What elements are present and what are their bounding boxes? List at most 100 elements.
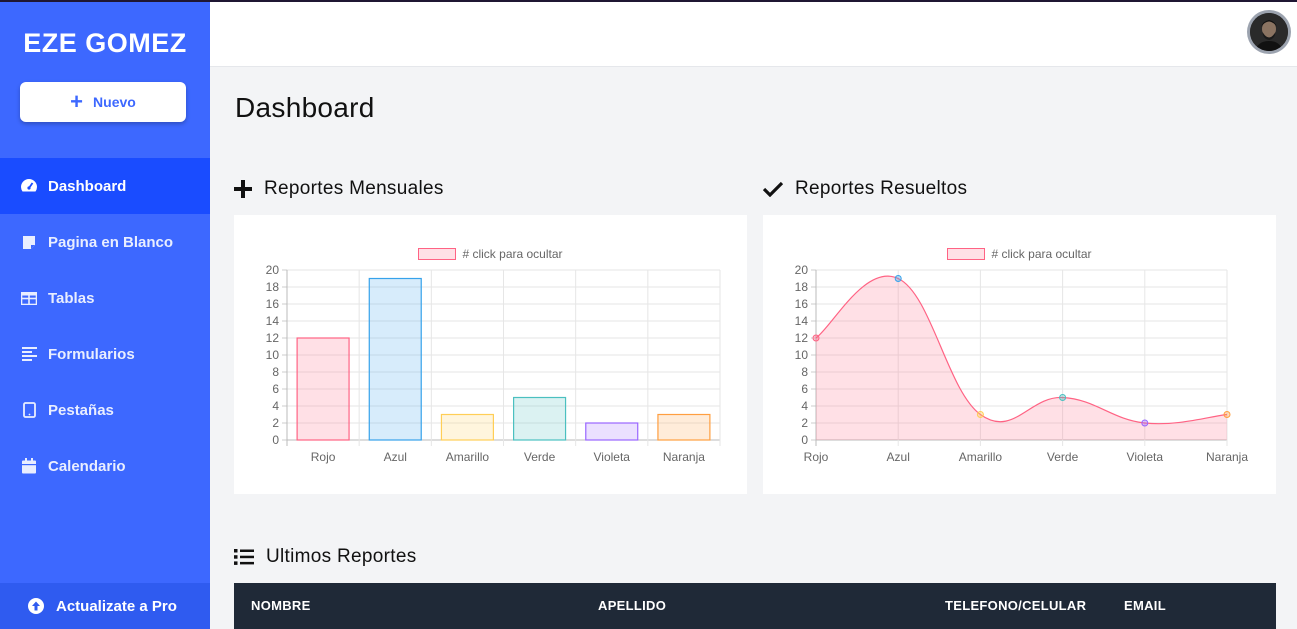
sidebar-item-dashboard[interactable]: Dashboard bbox=[0, 158, 210, 214]
new-button-label: Nuevo bbox=[93, 94, 136, 110]
y-tick-label: 20 bbox=[795, 263, 809, 277]
y-tick-label: 8 bbox=[272, 365, 279, 379]
section-title-monthly: Reportes Mensuales bbox=[234, 178, 444, 200]
x-tick-label: Violeta bbox=[594, 450, 631, 464]
table-icon bbox=[20, 290, 38, 306]
user-avatar[interactable] bbox=[1247, 10, 1291, 54]
x-tick-label: Amarillo bbox=[959, 450, 1003, 464]
bar bbox=[585, 422, 639, 441]
brand-title[interactable]: EZE GOMEZ bbox=[23, 28, 187, 58]
section-title-text: Reportes Resueltos bbox=[795, 178, 968, 199]
list-icon bbox=[234, 549, 254, 565]
y-tick-label: 18 bbox=[795, 280, 809, 294]
new-button[interactable]: + Nuevo bbox=[20, 82, 186, 122]
calendar-icon bbox=[20, 458, 38, 474]
sidebar-item-calendario[interactable]: Calendario bbox=[0, 438, 210, 494]
tachometer-icon bbox=[20, 178, 38, 194]
section-title-resolved: Reportes Resueltos bbox=[763, 178, 967, 200]
bar bbox=[440, 413, 494, 441]
y-tick-label: 6 bbox=[272, 382, 279, 396]
y-tick-label: 0 bbox=[272, 433, 279, 447]
align-left-icon bbox=[20, 346, 38, 362]
y-tick-label: 6 bbox=[801, 382, 808, 396]
x-tick-label: Naranja bbox=[663, 450, 705, 464]
page-title: Dashboard bbox=[235, 92, 375, 123]
sidebar-item-formularios[interactable]: Formularios bbox=[0, 326, 210, 382]
plus-icon bbox=[234, 180, 252, 198]
series-line bbox=[815, 275, 1228, 425]
column-header-apellido[interactable]: APELLIDO bbox=[598, 598, 667, 613]
y-tick-label: 16 bbox=[266, 297, 280, 311]
data-point bbox=[1141, 419, 1149, 427]
x-tick-label: Rojo bbox=[804, 450, 829, 464]
y-tick-label: 12 bbox=[795, 331, 809, 345]
window-top-border bbox=[0, 0, 1297, 2]
chart-legend[interactable]: # click para ocultar bbox=[763, 247, 1276, 261]
legend-swatch bbox=[947, 248, 986, 260]
sidebar: EZE GOMEZ + Nuevo Dashboard Pagina en Bl… bbox=[0, 0, 210, 629]
area-fill bbox=[816, 276, 1227, 440]
bar bbox=[368, 277, 422, 441]
y-tick-label: 0 bbox=[801, 433, 808, 447]
sidebar-item-label: Pagina en Blanco bbox=[48, 233, 174, 251]
y-tick-label: 10 bbox=[795, 348, 809, 362]
sidebar-item-pestanas[interactable]: Pestañas bbox=[0, 382, 210, 438]
upgrade-pro-link[interactable]: Actualizate a Pro bbox=[0, 583, 210, 629]
column-header-nombre[interactable]: NOMBRE bbox=[251, 598, 311, 613]
x-tick-label: Amarillo bbox=[446, 450, 490, 464]
monthly-chart-card: # click para ocultar 0 2 4 6 8 10 12 14 16 18 20 Ro… bbox=[234, 215, 747, 494]
y-tick-label: 2 bbox=[272, 416, 279, 430]
y-tick-label: 16 bbox=[795, 297, 809, 311]
x-tick-label: Naranja bbox=[1206, 450, 1248, 464]
section-title-text: Ultimos Reportes bbox=[266, 546, 417, 567]
sidebar-item-tablas[interactable]: Tablas bbox=[0, 270, 210, 326]
x-tick-label: Verde bbox=[524, 450, 556, 464]
bar-chart: 0 2 4 6 8 10 12 14 16 18 20 Rojo Azul Amarillo Verde Vi… bbox=[266, 263, 721, 464]
y-tick-label: 4 bbox=[801, 399, 808, 413]
y-tick-label: 20 bbox=[266, 263, 280, 277]
legend-label: # click para ocultar bbox=[991, 247, 1092, 261]
y-tick-label: 12 bbox=[266, 331, 280, 345]
legend-label: # click para ocultar bbox=[462, 247, 563, 261]
y-tick-label: 4 bbox=[272, 399, 279, 413]
reports-table-header: NOMBRE APELLIDO TELEFONO/CELULAR EMAIL bbox=[234, 583, 1276, 629]
y-tick-label: 10 bbox=[266, 348, 280, 362]
top-header bbox=[210, 2, 1297, 67]
x-tick-label: Azul bbox=[384, 450, 407, 464]
column-header-email[interactable]: EMAIL bbox=[1124, 598, 1166, 613]
sidebar-item-label: Pestañas bbox=[48, 401, 114, 419]
sidebar-item-label: Tablas bbox=[48, 289, 95, 307]
sidebar-item-pagina-en-blanco[interactable]: Pagina en Blanco bbox=[0, 214, 210, 270]
x-tick-label: Rojo bbox=[311, 450, 336, 464]
bar bbox=[513, 396, 567, 441]
y-tick-label: 8 bbox=[801, 365, 808, 379]
tablet-icon bbox=[20, 402, 38, 418]
sidebar-nav: Dashboard Pagina en Blanco Tablas Formul… bbox=[0, 158, 210, 494]
section-title-text: Reportes Mensuales bbox=[264, 178, 444, 199]
check-icon bbox=[763, 181, 783, 197]
y-tick-label: 14 bbox=[795, 314, 809, 328]
x-tick-label: Azul bbox=[887, 450, 910, 464]
data-point bbox=[894, 275, 902, 282]
chart-legend[interactable]: # click para ocultar bbox=[234, 247, 747, 261]
y-tick-label: 2 bbox=[801, 416, 808, 430]
sidebar-item-label: Dashboard bbox=[48, 177, 127, 195]
sidebar-item-label: Calendario bbox=[48, 457, 126, 475]
column-header-telefono[interactable]: TELEFONO/CELULAR bbox=[945, 598, 1087, 613]
bar bbox=[657, 413, 711, 441]
sidebar-item-label: Formularios bbox=[48, 345, 135, 363]
upgrade-label: Actualizate a Pro bbox=[56, 597, 177, 615]
line-chart: 0 2 4 6 8 10 12 14 16 18 20 Rojo Azul Amarillo Verde Vi… bbox=[795, 263, 1249, 464]
legend-swatch bbox=[418, 248, 457, 260]
y-tick-label: 18 bbox=[266, 280, 280, 294]
data-point bbox=[976, 411, 984, 418]
sticky-note-icon bbox=[20, 234, 38, 250]
arrow-circle-up-icon bbox=[28, 598, 44, 614]
resolved-chart-card: # click para ocultar 0 2 4 6 8 10 12 14 16 18 20 Ro… bbox=[763, 215, 1276, 494]
x-tick-label: Violeta bbox=[1127, 450, 1164, 464]
y-tick-label: 14 bbox=[266, 314, 280, 328]
data-point bbox=[812, 334, 820, 342]
data-point bbox=[1059, 394, 1067, 401]
x-tick-label: Verde bbox=[1047, 450, 1079, 464]
data-point bbox=[1223, 411, 1231, 418]
